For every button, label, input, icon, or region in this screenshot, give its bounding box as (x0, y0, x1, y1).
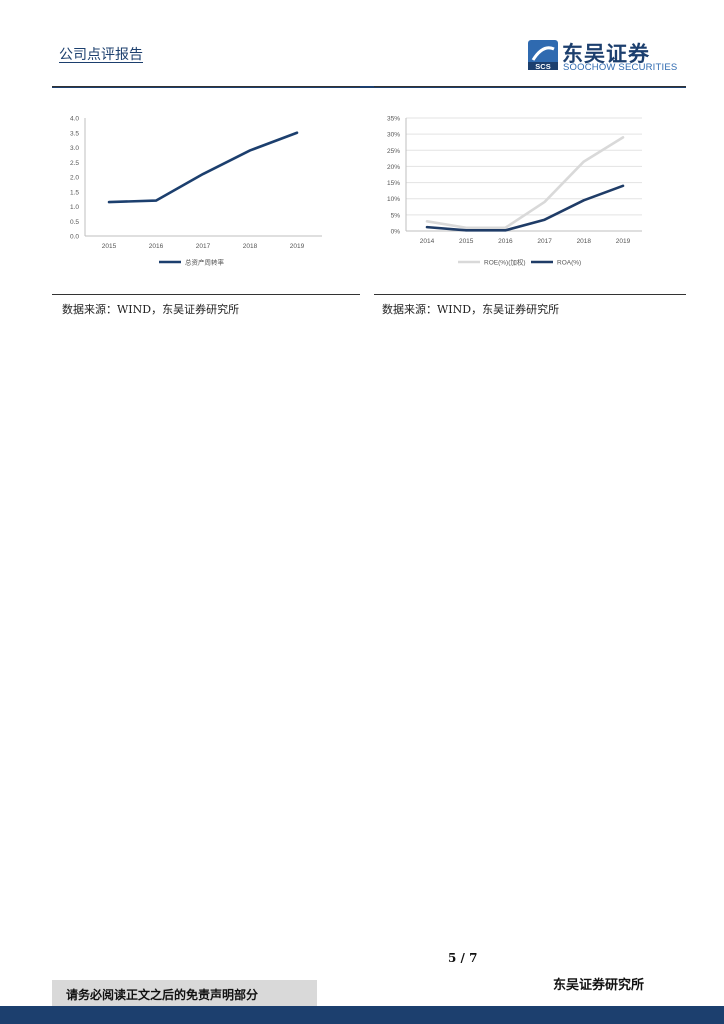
page-number: 5 / 7 (448, 951, 478, 965)
y-tick-label: 1.5 (70, 189, 79, 196)
logo-chinese-name: 东吴证券 (562, 42, 650, 66)
disclaimer-box (52, 980, 317, 1006)
y-tick-label: 25% (387, 148, 400, 155)
x-tick-label: 2019 (290, 243, 305, 250)
series-line-0 (425, 136, 625, 230)
data-point (465, 226, 467, 229)
y-tick-label: 5% (391, 212, 401, 219)
y-tick-label: 3.0 (70, 145, 79, 152)
series-line-0 (107, 131, 299, 204)
x-tick-label: 2016 (149, 243, 164, 250)
company-logo: SCS 东吴证券 SOOCHOW SECURITIES (528, 38, 678, 74)
y-tick-label: 35% (387, 116, 400, 123)
right-chart-source: 数据来源：WIND，东吴证券研究所 (382, 303, 560, 316)
data-point (543, 218, 546, 221)
y-tick-label: 20% (387, 164, 400, 171)
data-point (622, 185, 624, 187)
x-tick-label: 2018 (243, 243, 258, 250)
footer-band (0, 1006, 724, 1024)
x-tick-label: 2017 (537, 238, 552, 245)
x-tick-label: 2016 (498, 238, 513, 245)
data-point (543, 201, 546, 203)
logo-mark-text: SCS (535, 62, 550, 70)
roe-roa-chart: 0% 5% 10% 15% 20% 25% 30% 35% 2014 2015 2016 2017 20… (387, 116, 642, 267)
data-point (504, 229, 507, 232)
y-tick-label: 0% (391, 229, 401, 236)
x-tick-label: 2015 (102, 243, 117, 250)
left-panel-top-rule (52, 86, 360, 87)
research-institute-name: 东吴证券研究所 (553, 978, 645, 993)
y-tick-label: 0.0 (70, 234, 79, 241)
data-point (108, 201, 110, 203)
y-tick-label: 2.5 (70, 160, 79, 167)
data-point (426, 220, 428, 223)
y-tick-label: 15% (387, 180, 400, 187)
y-tick-label: 2.0 (70, 175, 79, 182)
series-line-1 (425, 184, 625, 232)
header-rule (52, 86, 686, 88)
legend-label: 总资产周转率 (185, 258, 225, 267)
legend-label: ROA(%) (557, 260, 581, 267)
x-tick-label: 2015 (459, 238, 474, 245)
data-point (583, 160, 585, 163)
data-point (155, 199, 157, 202)
soochow-logo-mark-icon: SCS (528, 40, 558, 70)
y-tick-label: 3.5 (70, 130, 79, 137)
left-chart-source: 数据来源：WIND，东吴证券研究所 (62, 303, 240, 316)
y-tick-label: 10% (387, 196, 400, 203)
x-tick-label: 2014 (420, 238, 435, 245)
data-point (622, 136, 624, 139)
data-point (296, 131, 298, 134)
report-type-title: 公司点评报告 (59, 47, 143, 63)
data-point (504, 226, 507, 229)
data-point (202, 173, 204, 175)
data-point (426, 226, 428, 228)
x-tick-label: 2017 (196, 243, 211, 250)
asset-turnover-chart: 0.0 0.5 1.0 1.5 2.0 2.5 3.0 3.5 4.0 2015 2016 2017 2… (70, 116, 322, 267)
right-panel-top-rule (374, 86, 686, 87)
disclaimer-text: 请务必阅读正文之后的免责声明部分 (66, 988, 259, 1002)
x-tick-label: 2018 (577, 238, 592, 245)
x-tick-label: 2019 (616, 238, 631, 245)
data-point (583, 199, 585, 202)
right-panel-bottom-rule (374, 294, 686, 295)
y-tick-label: 0.5 (70, 219, 79, 226)
y-tick-label: 1.0 (70, 204, 79, 211)
y-tick-label: 4.0 (70, 116, 79, 123)
left-panel-bottom-rule (52, 294, 360, 295)
legend-label: ROE(%)(加权) (484, 258, 526, 267)
y-tick-label: 30% (387, 132, 400, 139)
logo-english-name: SOOCHOW SECURITIES (563, 62, 678, 73)
data-point (249, 149, 251, 152)
data-point (465, 229, 467, 232)
